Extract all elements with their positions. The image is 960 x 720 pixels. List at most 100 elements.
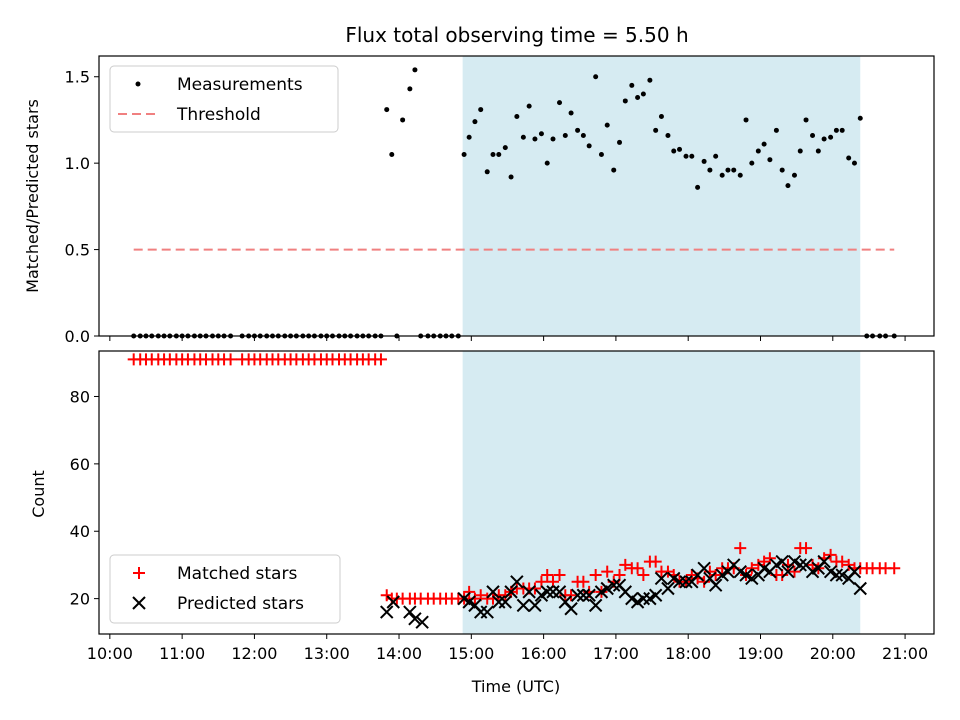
predicted-star-point xyxy=(516,598,531,613)
measurement-point xyxy=(598,152,604,158)
matched-star-point xyxy=(734,542,747,555)
measurement-point xyxy=(538,131,544,137)
top-legend: Measurements Threshold xyxy=(109,65,339,133)
predicted-star-point xyxy=(648,588,663,602)
top-y-tick-label: 1.0 xyxy=(65,154,90,173)
measurement-point xyxy=(562,133,568,139)
measurement-point xyxy=(779,167,785,173)
predicted-star-point xyxy=(540,585,554,599)
predicted-star-point xyxy=(564,602,578,616)
measurement-point xyxy=(857,115,863,121)
predicted-star-point xyxy=(853,581,867,596)
measurement-point xyxy=(400,117,406,123)
x-tick-label: 17:00 xyxy=(593,644,639,663)
measurement-point xyxy=(514,113,520,119)
measurement-point xyxy=(502,145,508,151)
measurement-point xyxy=(803,117,809,123)
matched-star-point xyxy=(463,585,476,598)
measurement-point xyxy=(665,133,671,139)
measurement-point xyxy=(725,167,731,173)
matched-star-point xyxy=(836,555,849,568)
top-y-axis: 0.0 0.5 1.0 1.5 xyxy=(65,68,99,346)
predicted-star-point xyxy=(486,585,500,599)
matched-star-point xyxy=(709,569,722,582)
predicted-star-point xyxy=(480,605,494,619)
predicted-star-point xyxy=(793,558,807,572)
measurement-point xyxy=(797,148,803,154)
x-tick-label: 20:00 xyxy=(810,644,856,663)
matched-star-point xyxy=(619,558,632,571)
predicted-star-point xyxy=(654,571,669,586)
predicted-star-point xyxy=(588,598,603,613)
measurement-point xyxy=(755,148,761,154)
predicted-star-point xyxy=(504,585,518,599)
measurement-point xyxy=(622,98,628,104)
measurement-point xyxy=(629,82,635,88)
predicted-star-point xyxy=(408,612,422,626)
x-tick-label: 11:00 xyxy=(159,644,205,663)
predicted-star-point xyxy=(600,581,614,596)
measurement-point xyxy=(461,152,467,158)
predicted-star-point xyxy=(415,615,429,629)
measurement-point xyxy=(791,172,797,178)
legend-matched-marker xyxy=(133,567,145,579)
matched-star-point xyxy=(374,353,387,366)
matched-star-point xyxy=(888,562,901,575)
x-tick-label: 12:00 xyxy=(231,644,277,663)
measurement-point xyxy=(611,167,617,173)
matched-star-point xyxy=(589,569,602,582)
x-tick-label: 14:00 xyxy=(376,644,422,663)
measurement-point xyxy=(713,153,719,159)
matched-star-point xyxy=(637,569,650,582)
measurement-point xyxy=(550,136,556,142)
measurement-point xyxy=(737,172,743,178)
legend-measurements-label: Measurements xyxy=(177,75,303,95)
measurement-point xyxy=(389,152,395,158)
predicted-star-point xyxy=(636,591,651,606)
predicted-star-point xyxy=(697,561,711,576)
predicted-star-point xyxy=(672,575,687,589)
measurement-point xyxy=(635,94,641,100)
top-y-axis-label: Matched/Predicted stars xyxy=(23,99,42,293)
matched-star-point xyxy=(541,569,554,582)
predicted-star-point xyxy=(576,588,591,602)
matched-star-point xyxy=(698,575,711,588)
bottom-x-axis: 10:00 11:00 12:00 13:00 14:00 15:00 16:00 17:00… xyxy=(87,634,928,663)
matched-star-point xyxy=(577,575,590,588)
bottom-legend: Matched stars Predicted stars xyxy=(109,554,341,624)
bottom-legend-box xyxy=(109,554,341,624)
predicted-star-point xyxy=(835,568,849,582)
predicted-star-point xyxy=(570,588,585,602)
matched-star-point xyxy=(601,565,614,578)
matched-star-point xyxy=(649,555,662,568)
measurement-point xyxy=(604,122,610,128)
measurement-point xyxy=(743,117,749,123)
measurement-point xyxy=(828,134,834,140)
predicted-star-point xyxy=(498,595,513,609)
top-plot-frame xyxy=(98,55,935,337)
matched-star-point xyxy=(800,542,813,555)
matched-star-point xyxy=(565,589,578,602)
top-y-tick-label: 0.5 xyxy=(65,241,90,260)
predicted-star-point xyxy=(380,605,394,619)
chart-title: Flux total observing time = 5.50 h xyxy=(345,23,688,47)
matched-star-point xyxy=(824,548,837,561)
measurement-point xyxy=(384,107,390,113)
predicted-star-point xyxy=(546,585,560,599)
measurement-point xyxy=(839,127,845,133)
bottom-observing-window xyxy=(462,351,861,634)
top-legend-box xyxy=(109,65,339,133)
predicted-star-point xyxy=(528,598,542,613)
measurement-point xyxy=(412,67,418,73)
measurement-point xyxy=(472,119,478,125)
predicted-star-point xyxy=(708,578,723,592)
x-tick-label: 19:00 xyxy=(737,644,783,663)
measurement-point xyxy=(851,160,857,166)
measurement-point xyxy=(593,74,599,80)
count-points xyxy=(127,353,901,629)
measurement-point xyxy=(677,146,683,152)
bottom-y-tick-label: 20 xyxy=(70,590,90,609)
measurement-point xyxy=(731,167,737,173)
